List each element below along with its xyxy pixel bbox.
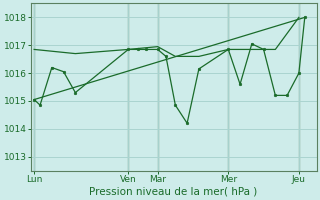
- X-axis label: Pression niveau de la mer( hPa ): Pression niveau de la mer( hPa ): [90, 187, 258, 197]
